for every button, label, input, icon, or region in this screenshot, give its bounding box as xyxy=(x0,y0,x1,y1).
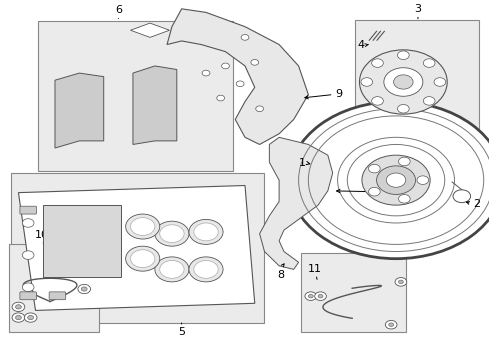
FancyBboxPatch shape xyxy=(49,292,66,300)
Circle shape xyxy=(78,284,91,294)
Text: 9: 9 xyxy=(335,90,342,99)
Circle shape xyxy=(417,176,429,184)
FancyBboxPatch shape xyxy=(20,206,36,214)
Polygon shape xyxy=(260,137,333,269)
Circle shape xyxy=(423,59,435,67)
Circle shape xyxy=(189,257,223,282)
Circle shape xyxy=(305,292,317,301)
Circle shape xyxy=(189,219,223,244)
Circle shape xyxy=(12,313,25,322)
Circle shape xyxy=(125,246,160,271)
Circle shape xyxy=(217,95,224,101)
Circle shape xyxy=(23,219,34,227)
Text: 3: 3 xyxy=(415,4,421,14)
Circle shape xyxy=(395,278,407,286)
FancyBboxPatch shape xyxy=(9,244,99,332)
Text: 8: 8 xyxy=(277,270,285,280)
Polygon shape xyxy=(55,73,104,148)
Polygon shape xyxy=(133,66,177,144)
FancyBboxPatch shape xyxy=(20,292,36,300)
Circle shape xyxy=(251,59,259,65)
Circle shape xyxy=(371,96,383,105)
Text: 1: 1 xyxy=(299,158,306,168)
Circle shape xyxy=(384,68,423,96)
Circle shape xyxy=(393,75,413,89)
FancyBboxPatch shape xyxy=(43,205,121,276)
Circle shape xyxy=(453,190,470,203)
Circle shape xyxy=(130,218,155,235)
Polygon shape xyxy=(19,185,255,310)
Text: 2: 2 xyxy=(473,199,480,210)
Circle shape xyxy=(81,287,87,291)
Circle shape xyxy=(397,104,409,113)
Circle shape xyxy=(12,302,25,311)
FancyBboxPatch shape xyxy=(11,173,265,323)
Circle shape xyxy=(202,70,210,76)
Circle shape xyxy=(16,305,22,309)
Circle shape xyxy=(130,250,155,267)
Circle shape xyxy=(194,223,218,241)
Circle shape xyxy=(368,164,380,173)
Circle shape xyxy=(318,294,323,298)
Text: 4: 4 xyxy=(357,40,365,50)
Circle shape xyxy=(360,50,447,114)
Circle shape xyxy=(315,292,326,301)
Circle shape xyxy=(23,251,34,260)
Text: 11: 11 xyxy=(307,264,321,274)
Text: 10: 10 xyxy=(34,230,49,240)
FancyBboxPatch shape xyxy=(355,19,479,139)
FancyBboxPatch shape xyxy=(301,253,406,332)
Circle shape xyxy=(376,166,416,194)
Circle shape xyxy=(308,294,313,298)
Text: 5: 5 xyxy=(178,327,185,337)
Circle shape xyxy=(155,257,189,282)
Circle shape xyxy=(24,313,37,322)
Circle shape xyxy=(386,173,406,187)
Circle shape xyxy=(397,51,409,59)
Circle shape xyxy=(160,260,184,278)
Circle shape xyxy=(362,155,430,205)
Circle shape xyxy=(361,78,373,86)
Circle shape xyxy=(221,63,229,69)
Circle shape xyxy=(23,283,34,292)
Circle shape xyxy=(371,59,383,67)
Circle shape xyxy=(125,214,160,239)
Text: 7: 7 xyxy=(369,186,376,197)
Circle shape xyxy=(160,225,184,243)
Circle shape xyxy=(398,280,403,284)
Circle shape xyxy=(398,157,410,166)
Circle shape xyxy=(241,35,249,40)
Circle shape xyxy=(236,81,244,87)
Circle shape xyxy=(385,320,397,329)
FancyBboxPatch shape xyxy=(38,21,233,171)
Circle shape xyxy=(434,78,446,86)
Circle shape xyxy=(28,315,33,320)
Circle shape xyxy=(398,194,410,203)
Circle shape xyxy=(368,188,380,196)
Circle shape xyxy=(289,102,490,259)
Circle shape xyxy=(16,315,22,320)
Circle shape xyxy=(389,323,393,327)
Circle shape xyxy=(423,96,435,105)
Polygon shape xyxy=(130,23,170,37)
Circle shape xyxy=(155,221,189,246)
Circle shape xyxy=(256,106,264,112)
Polygon shape xyxy=(167,9,308,144)
Circle shape xyxy=(194,260,218,278)
Text: 6: 6 xyxy=(115,5,122,15)
